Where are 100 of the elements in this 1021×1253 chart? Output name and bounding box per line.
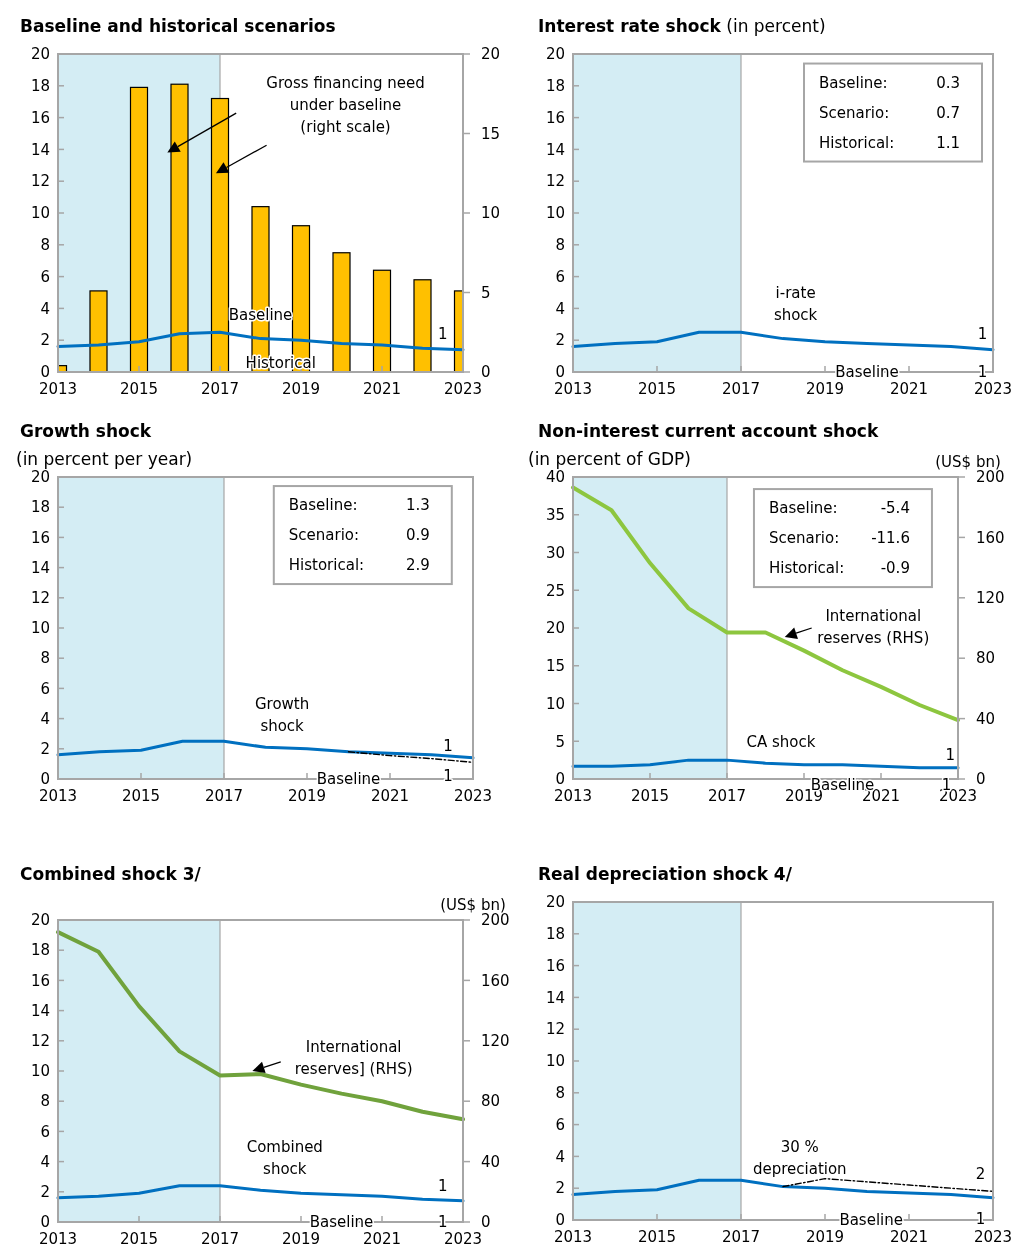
annotation: Baseline <box>309 1213 374 1232</box>
annotation: Scenario: <box>288 526 360 545</box>
annotation: -11.6 <box>871 529 910 548</box>
annotation: Scenario: <box>768 529 840 548</box>
chart-title: Growth shock <box>20 421 152 441</box>
y2-tick-label: 40 <box>481 1152 501 1171</box>
annotation: Historical: <box>819 133 895 152</box>
annotation: 30 % depreciation <box>752 1138 847 1179</box>
x-tick-label: 2019 <box>281 1230 321 1248</box>
x-tick-label: 2013 <box>553 1228 593 1246</box>
annotation: Baseline <box>835 363 899 382</box>
y-tick-label: 0 <box>555 770 565 789</box>
annotation: 0.3 <box>936 73 960 92</box>
y-tick-label: 16 <box>545 956 565 975</box>
x-tick-label: 2017 <box>707 787 747 805</box>
y2-tick-label: 0 <box>481 363 491 382</box>
x-tick-label: 2019 <box>805 380 845 398</box>
y-tick-label: 16 <box>30 108 50 127</box>
line-series <box>56 739 475 760</box>
y-tick-label: 18 <box>30 941 50 960</box>
y-tick-label: 18 <box>545 925 565 944</box>
y2-tick-label: 160 <box>976 528 1005 547</box>
y-tick-label: 4 <box>40 1152 50 1171</box>
chart-title: Combined shock 3/ <box>20 864 202 884</box>
annotation: 1 <box>437 1213 448 1232</box>
annotation: 1 <box>975 1209 986 1228</box>
annotation: Baseline: <box>819 73 888 92</box>
chart-title: Interest rate shock <box>538 16 721 36</box>
x-tick-label: 2023 <box>453 787 493 805</box>
chart-subtitle: (in percent per year) <box>16 449 193 469</box>
annotation: Baseline <box>839 1211 903 1230</box>
y-tick-label: 12 <box>545 1020 565 1039</box>
x-tick-label: 2021 <box>889 380 929 398</box>
y-tick-label: 18 <box>30 498 50 517</box>
x-tick-label: 2015 <box>630 787 670 805</box>
annotation: 1.1 <box>936 133 960 152</box>
y-tick-label: 14 <box>545 140 565 159</box>
y-tick-label: 0 <box>40 1213 50 1232</box>
y-tick-label: 4 <box>555 1147 565 1166</box>
chart-title: Baseline and historical scenarios <box>20 16 336 36</box>
y-tick-label: 12 <box>30 172 50 191</box>
annotation: Combined shock <box>246 1137 323 1178</box>
annotation: 2 <box>975 1165 986 1184</box>
y-tick-label: 5 <box>555 732 565 751</box>
y-tick-label: 2 <box>40 1183 50 1202</box>
x-tick-label: 2021 <box>362 380 402 398</box>
y-tick-label: 6 <box>555 267 565 286</box>
y2-tick-label: 20 <box>481 45 501 64</box>
x-tick-label: 2019 <box>805 1228 845 1246</box>
x-tick-label: 2013 <box>38 380 78 398</box>
y-tick-label: 8 <box>555 1084 565 1103</box>
y2-tick-label: 40 <box>976 709 996 728</box>
annotation: 1 <box>437 325 448 344</box>
x-tick-label: 2013 <box>38 1230 78 1248</box>
x-tick-label: 2021 <box>362 1230 402 1248</box>
y-tick-label: 14 <box>30 140 50 159</box>
x-tick-label: 2015 <box>119 380 159 398</box>
y-tick-label: 14 <box>30 1001 50 1020</box>
y-tick-label: 8 <box>40 1092 50 1111</box>
y-tick-label: 20 <box>30 45 50 64</box>
y-tick-label: 2 <box>40 740 50 759</box>
annotation: International reserves (RHS) <box>817 607 930 648</box>
annotation: -0.9 <box>880 559 910 578</box>
y2-tick-label: 0 <box>976 770 986 789</box>
y-tick-label: 14 <box>545 988 565 1007</box>
x-tick-label: 2021 <box>370 787 410 805</box>
x-tick-label: 2023 <box>443 1230 483 1248</box>
y2-tick-label: 80 <box>976 649 996 668</box>
y-tick-label: 12 <box>30 1032 50 1051</box>
y-tick-label: 20 <box>30 911 50 930</box>
y-tick-label: 30 <box>545 543 565 562</box>
y-tick-label: 8 <box>555 236 565 255</box>
x-tick-label: 2023 <box>973 380 1013 398</box>
y-tick-label: 2 <box>40 331 50 350</box>
x-tick-label: 2017 <box>721 380 761 398</box>
x-tick-label: 2017 <box>721 1228 761 1246</box>
y2-tick-label: 10 <box>481 204 501 223</box>
y2-axis-title: (US$ bn) <box>935 453 1001 471</box>
y-tick-label: 4 <box>40 709 50 728</box>
y-tick-label: 14 <box>30 558 50 577</box>
x-tick-label: 2017 <box>200 380 240 398</box>
y-tick-label: 4 <box>555 299 565 318</box>
x-tick-label: 2021 <box>889 1228 929 1246</box>
annotation: International reserves] (RHS) <box>294 1038 413 1079</box>
y-tick-label: 0 <box>555 1211 565 1230</box>
y-tick-label: 10 <box>545 1052 565 1071</box>
y-tick-label: 10 <box>30 204 50 223</box>
annotation: i-rate shock <box>773 283 818 324</box>
y2-tick-label: 80 <box>481 1092 501 1111</box>
x-tick-label: 2015 <box>119 1230 159 1248</box>
annotation: 0.9 <box>405 526 430 545</box>
x-tick-label: 2013 <box>38 787 78 805</box>
x-tick-label: 2015 <box>121 787 161 805</box>
y-tick-label: 10 <box>545 204 565 223</box>
line-series <box>571 758 960 770</box>
x-tick-label: 2017 <box>200 1230 240 1248</box>
annotation: CA shock <box>746 732 816 751</box>
y2-tick-label: 120 <box>481 1032 510 1051</box>
y-tick-label: 25 <box>545 581 565 600</box>
y-tick-label: 2 <box>555 331 565 350</box>
